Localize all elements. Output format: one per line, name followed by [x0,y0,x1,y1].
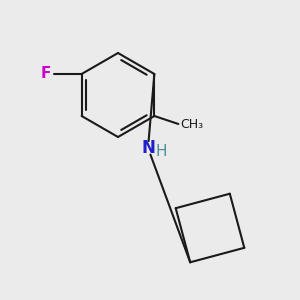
Text: N: N [141,139,155,157]
Text: H: H [155,143,167,158]
Text: CH₃: CH₃ [180,118,203,130]
Text: F: F [40,67,51,82]
